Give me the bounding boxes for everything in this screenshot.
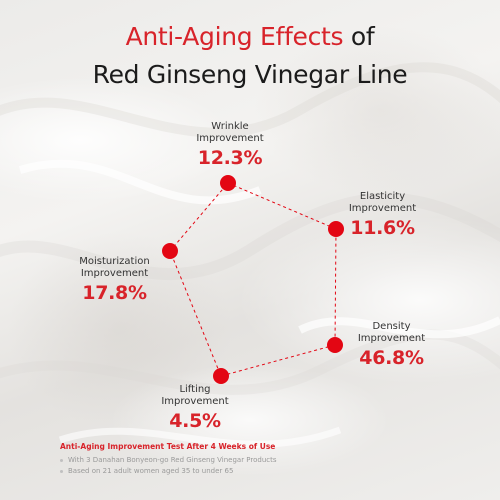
footer-item: With 3 Danahan Bonyeon-go Red Ginseng Vi… xyxy=(60,456,480,464)
metric-label: Moisturization xyxy=(79,256,150,267)
elasticity-dot xyxy=(328,221,344,237)
metric-lifting: Lifting Improvement 4.5% xyxy=(145,384,245,432)
metric-value: 11.6% xyxy=(350,217,415,239)
metric-elasticity: Elasticity Improvement 11.6% xyxy=(330,191,435,239)
metric-label: Improvement xyxy=(161,396,229,407)
metric-value: 4.5% xyxy=(169,410,221,432)
title-rest: of xyxy=(343,22,375,51)
metric-label: Improvement xyxy=(80,268,149,279)
metric-density: Density Improvement 46.8% xyxy=(344,321,439,369)
metric-value: 17.8% xyxy=(82,282,147,304)
metric-label: Density xyxy=(372,321,411,332)
metric-value: 12.3% xyxy=(197,147,263,169)
metric-label: Elasticity xyxy=(359,191,406,202)
footer-notes: Anti-Aging Improvement Test After 4 Week… xyxy=(60,442,480,478)
metric-label: Lifting xyxy=(179,384,211,395)
footer-title: Anti-Aging Improvement Test After 4 Week… xyxy=(60,442,276,451)
lifting-dot xyxy=(213,368,229,384)
bullet-icon xyxy=(60,458,63,462)
title-accent: Anti-Aging Effects xyxy=(125,22,344,51)
metric-label: Improvement xyxy=(357,333,426,344)
pentagon-outline xyxy=(169,182,337,377)
wrinkle-dot xyxy=(220,175,236,191)
density-dot xyxy=(327,337,343,353)
metric-label: Wrinkle xyxy=(211,121,249,132)
metric-wrinkle: Wrinkle Improvement 12.3% xyxy=(180,121,280,169)
footer-item-text: Based on 21 adult women aged 35 to under… xyxy=(68,467,234,475)
footer-item: Based on 21 adult women aged 35 to under… xyxy=(60,467,480,475)
footer-item-text: With 3 Danahan Bonyeon-go Red Ginseng Vi… xyxy=(68,456,277,464)
metric-value: 46.8% xyxy=(359,347,424,369)
title-line-1: Anti-Aging Effects of xyxy=(0,22,500,51)
metric-moisturization: Moisturization Improvement 17.8% xyxy=(62,256,167,304)
title-line-2: Red Ginseng Vinegar Line xyxy=(92,60,408,89)
metric-label: Improvement xyxy=(196,133,264,144)
moisturization-dot xyxy=(162,243,178,259)
metric-label: Improvement xyxy=(348,203,417,214)
bullet-icon xyxy=(60,469,63,473)
